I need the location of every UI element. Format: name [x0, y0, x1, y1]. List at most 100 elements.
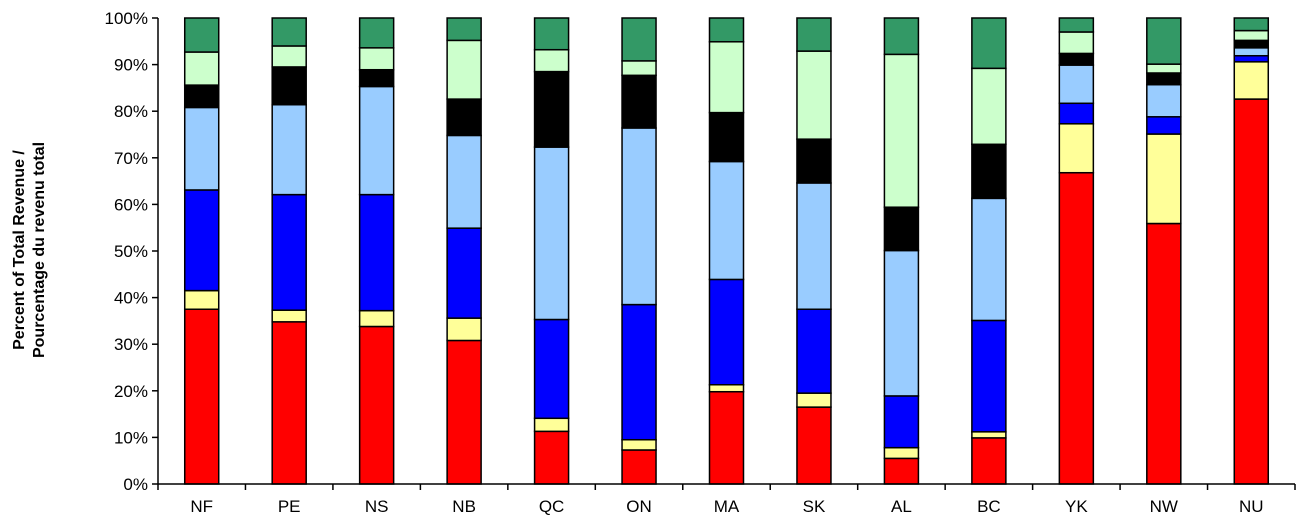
- x-category-label-pe: PE: [278, 497, 301, 516]
- x-category-label-ma: MA: [714, 497, 740, 516]
- x-category-label-nu: NU: [1239, 497, 1264, 516]
- bar-segment-sk-4: [796, 138, 832, 184]
- bar-segment-nf-5: [183, 51, 220, 86]
- bar-segment-al-6: [883, 17, 920, 56]
- x-category-label-nb: NB: [452, 497, 476, 516]
- bar-segment-nu-6: [1233, 17, 1270, 32]
- bar-segment-al-3: [883, 249, 920, 397]
- bar-stack-bc: [971, 17, 1007, 485]
- bar-stack-sk: [796, 17, 832, 485]
- bar-segment-nf-4: [183, 84, 220, 109]
- bar-segment-sk-1: [796, 392, 832, 408]
- bar-segment-nw-1: [1146, 133, 1182, 225]
- bar-segment-pe-5: [271, 45, 307, 68]
- bar-segment-qc-4: [533, 70, 570, 148]
- bar-segment-ma-4: [708, 111, 745, 163]
- bar-segment-nb-5: [446, 39, 482, 100]
- x-category-label-yk: YK: [1065, 497, 1088, 516]
- bar-segment-yk-2: [1058, 102, 1095, 125]
- bar-segment-nf-3: [183, 106, 220, 191]
- y-axis-title: Percent of Total Revenue / Pourcentage d…: [11, 142, 48, 358]
- bar-segment-sk-6: [796, 17, 832, 52]
- bar-segment-ma-2: [708, 278, 745, 386]
- bar-segment-nu-3: [1233, 47, 1270, 57]
- bar-stack-qc: [533, 17, 570, 485]
- bar-segment-nf-1: [183, 289, 220, 310]
- bar-segment-on-5: [621, 60, 657, 77]
- bar-segment-sk-0: [796, 406, 832, 485]
- bar-segment-qc-2: [533, 318, 570, 420]
- bar-segment-ns-6: [358, 17, 395, 49]
- bar-segment-nb-3: [446, 134, 482, 229]
- y-tick-label: 50%: [114, 242, 148, 261]
- bar-stacks: [183, 17, 1270, 485]
- bar-segment-nw-0: [1146, 222, 1182, 485]
- bar-stack-pe: [271, 17, 307, 485]
- bar-segment-ns-5: [358, 47, 395, 71]
- x-category-label-al: AL: [891, 497, 912, 516]
- bar-segment-bc-0: [971, 437, 1007, 485]
- bar-segment-sk-3: [796, 182, 832, 311]
- bar-segment-ma-5: [708, 41, 745, 114]
- y-tick-label: 40%: [114, 289, 148, 308]
- bar-segment-on-6: [621, 17, 657, 62]
- bar-segment-bc-6: [971, 17, 1007, 70]
- bar-segment-qc-5: [533, 48, 570, 73]
- bar-segment-sk-2: [796, 308, 832, 394]
- bar-segment-ns-3: [358, 85, 395, 196]
- bar-segment-nb-4: [446, 98, 482, 137]
- bar-segment-ns-2: [358, 193, 395, 312]
- bar-segment-on-3: [621, 127, 657, 306]
- bar-stack-nb: [446, 17, 482, 485]
- bar-segment-pe-6: [271, 17, 307, 47]
- bar-segment-pe-3: [271, 103, 307, 196]
- x-category-label-qc: QC: [539, 497, 565, 516]
- bar-segment-bc-3: [971, 197, 1007, 322]
- y-tick-label: 60%: [114, 195, 148, 214]
- bar-segment-bc-5: [971, 67, 1007, 146]
- bar-stack-on: [621, 17, 657, 485]
- bar-segment-qc-3: [533, 146, 570, 321]
- bar-segment-al-2: [883, 395, 920, 449]
- bar-segment-nw-4: [1146, 72, 1182, 86]
- x-category-label-nf: NF: [190, 497, 213, 516]
- bar-segment-nu-4: [1233, 39, 1270, 49]
- bar-segment-nb-1: [446, 317, 482, 342]
- bar-segment-yk-4: [1058, 52, 1095, 66]
- bar-segment-nu-0: [1233, 98, 1270, 485]
- y-tick-label: 10%: [114, 428, 148, 447]
- y-tick-label: 90%: [114, 56, 148, 75]
- y-axis-title-line-1: Percent of Total Revenue /: [11, 150, 28, 350]
- bar-segment-nf-2: [183, 189, 220, 292]
- bar-stack-ns: [358, 17, 395, 485]
- bar-stack-nw: [1146, 17, 1182, 485]
- y-axis-title-line-2: Pourcentage du revenu total: [31, 142, 48, 358]
- bar-segment-ns-0: [358, 325, 395, 485]
- bar-segment-al-4: [883, 206, 920, 252]
- bar-segment-bc-1: [971, 431, 1007, 439]
- bar-segment-pe-1: [271, 309, 307, 323]
- bar-segment-sk-5: [796, 50, 832, 140]
- y-tick-label: 100%: [105, 9, 148, 28]
- bar-segment-qc-1: [533, 417, 570, 433]
- bar-segment-bc-4: [971, 143, 1007, 200]
- bar-segment-yk-6: [1058, 17, 1095, 33]
- bar-segment-nb-0: [446, 339, 482, 485]
- bar-segment-ns-4: [358, 68, 395, 88]
- bar-segment-ma-0: [708, 390, 745, 485]
- bar-segment-nw-3: [1146, 83, 1182, 118]
- bar-segment-nb-6: [446, 17, 482, 42]
- y-tick-label: 0%: [123, 475, 148, 494]
- bar-segment-qc-0: [533, 430, 570, 485]
- bar-segment-pe-2: [271, 193, 307, 311]
- bar-segment-on-0: [621, 449, 657, 485]
- bar-segment-nu-1: [1233, 61, 1270, 100]
- y-tick-label: 80%: [114, 102, 148, 121]
- bar-segment-al-1: [883, 446, 920, 460]
- bar-segment-al-0: [883, 457, 920, 485]
- bar-segment-on-2: [621, 303, 657, 441]
- bar-segment-al-5: [883, 53, 920, 208]
- x-category-label-nw: NW: [1150, 497, 1178, 516]
